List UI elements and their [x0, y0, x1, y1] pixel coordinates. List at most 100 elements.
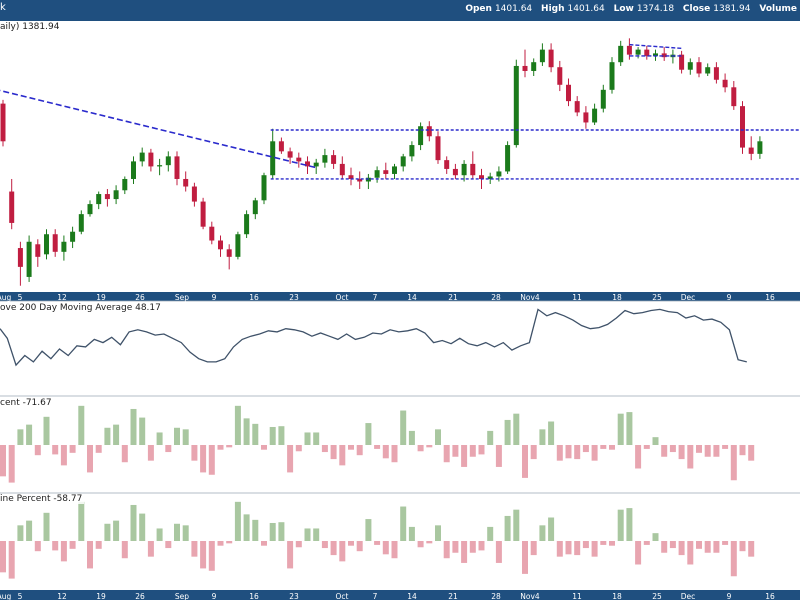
- percent-bar: [365, 423, 372, 445]
- percent-bar: [574, 445, 581, 460]
- line-percent-bar: [34, 541, 41, 552]
- line-percent-bar: [626, 508, 633, 541]
- x-tick-label: 16: [249, 592, 259, 600]
- percent-bar: [130, 408, 137, 445]
- line-percent-bar: [104, 523, 111, 541]
- date-axis-strip: [0, 292, 800, 301]
- percent-bar: [147, 445, 154, 461]
- candle-body: [322, 155, 328, 163]
- candle-body: [383, 170, 389, 174]
- candle-body: [522, 65, 528, 71]
- percent-bar: [165, 445, 172, 453]
- x-tick-label: Aug: [0, 592, 12, 600]
- line-percent-bar: [452, 541, 459, 553]
- candle-body: [305, 161, 310, 167]
- x-tick-label: 18: [612, 592, 622, 600]
- percent-bar: [382, 445, 389, 459]
- x-tick-label: 28: [491, 592, 501, 600]
- high-value: 1401.64: [567, 4, 605, 14]
- x-tick-label: 11: [572, 293, 582, 302]
- x-tick-label: Aug: [0, 293, 12, 302]
- candle-body: [61, 241, 67, 252]
- line-percent-bar: [87, 541, 93, 569]
- line-percent-bar: [330, 541, 337, 556]
- percent-bar: [234, 405, 241, 445]
- percent-bar: [730, 445, 737, 481]
- x-tick-label: Dec: [681, 293, 696, 302]
- percent-bar: [95, 445, 102, 453]
- x-tick-label: 26: [135, 293, 145, 302]
- percent-bar: [34, 445, 41, 456]
- percent-bar: [504, 419, 511, 445]
- candle-body: [705, 67, 711, 74]
- percent-bar: [626, 412, 633, 445]
- line-percent-bar: [687, 541, 694, 565]
- line-percent-bar: [548, 517, 555, 541]
- price-panel: [0, 38, 800, 286]
- percent-bar: [60, 445, 67, 466]
- percent-bar: [713, 445, 720, 457]
- candle-body: [244, 214, 250, 235]
- percent-bar: [678, 445, 685, 460]
- candle-body: [592, 108, 598, 123]
- x-tick-label: Nov4: [520, 592, 540, 600]
- x-tick-label: 7: [373, 293, 378, 302]
- x-tick-label: Sep: [175, 293, 189, 302]
- line-percent-bar: [261, 541, 267, 546]
- percent-bar: [539, 429, 546, 445]
- percent-bar: [461, 445, 468, 467]
- low-value: 1374.18: [636, 4, 675, 14]
- line-percent-bar: [643, 541, 650, 545]
- candle-body: [191, 186, 197, 202]
- x-tick-label: Nov4: [520, 293, 540, 302]
- percent-bar: [696, 445, 702, 453]
- x-tick-label: 19: [96, 592, 106, 600]
- percent-bar: [556, 445, 563, 461]
- line-percent-bar: [408, 526, 415, 541]
- candle-body: [357, 178, 363, 182]
- candle-body: [226, 249, 232, 257]
- candle-body: [731, 87, 737, 107]
- percent-bar: [530, 445, 537, 460]
- line-percent-bar: [617, 509, 624, 541]
- percent-bar: [104, 427, 111, 445]
- line-percent-bar: [43, 512, 50, 541]
- line-percent-bar: [243, 514, 250, 541]
- open-label: Open: [465, 4, 492, 14]
- line-percent-bar: [748, 541, 755, 557]
- line-percent-bar: [504, 515, 511, 541]
- candle-body: [513, 65, 519, 146]
- x-tick-label: 23: [289, 592, 299, 600]
- candle-body: [479, 175, 484, 179]
- wedge-upper-line: [629, 43, 682, 50]
- x-tick-label: 12: [57, 293, 67, 302]
- line-percent-bar: [609, 541, 615, 546]
- percent-bar: [8, 445, 15, 483]
- candle-body: [626, 45, 632, 55]
- x-tick-label: 12: [57, 592, 67, 600]
- candle-body: [418, 126, 424, 146]
- header-corner-label: k: [0, 2, 6, 13]
- line-percent-bar: [174, 523, 180, 541]
- x-tick-label: 18: [612, 293, 622, 302]
- percent-bar: [609, 445, 615, 450]
- line-percent-bar: [234, 501, 241, 541]
- percent-panel-label: cent -71.67: [0, 398, 54, 408]
- percent-bar: [522, 445, 528, 478]
- candle-body: [409, 145, 415, 157]
- x-tick-label: 23: [289, 293, 299, 302]
- percent-bar: [704, 445, 711, 457]
- percent-bar: [252, 423, 259, 445]
- line-percent-bar: [713, 541, 720, 553]
- line-percent-bar: [574, 541, 581, 556]
- candle-body: [9, 191, 15, 223]
- line-percent-bar: [147, 541, 154, 557]
- percent-bar: [52, 445, 59, 455]
- line-percent-bar: [26, 520, 33, 541]
- candle-body: [183, 178, 189, 187]
- x-tick-label: 28: [491, 293, 501, 302]
- x-tick-label: 21: [448, 293, 458, 302]
- candle-body: [96, 194, 102, 205]
- percent-bar: [582, 445, 589, 453]
- percent-bar: [374, 445, 381, 449]
